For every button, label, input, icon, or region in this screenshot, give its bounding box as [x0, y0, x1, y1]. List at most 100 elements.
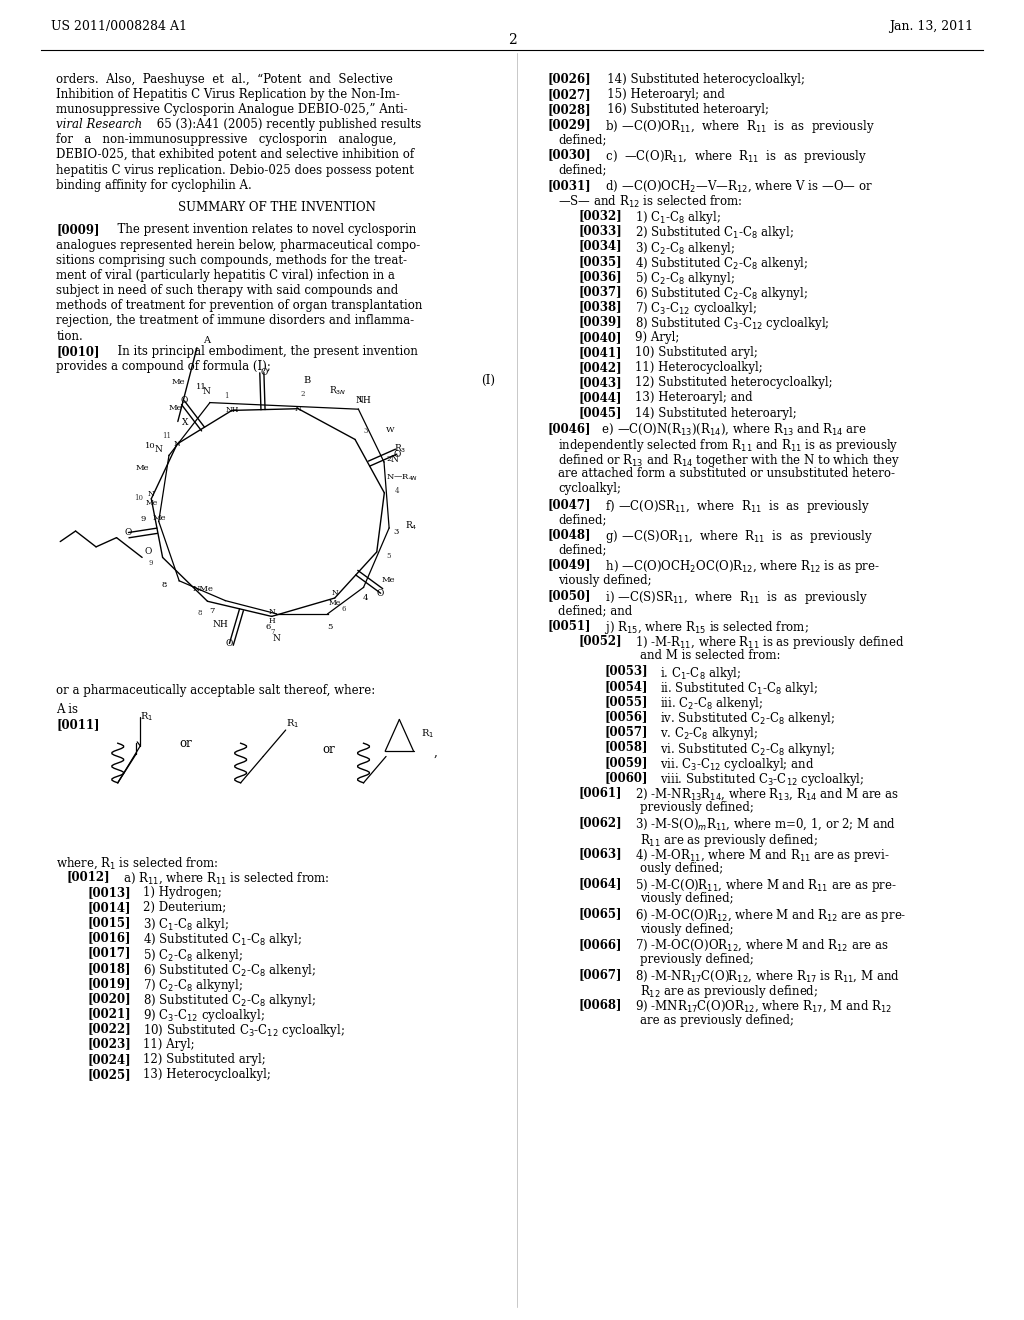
Text: 10: 10: [134, 494, 143, 502]
Text: 10: 10: [145, 442, 156, 450]
Text: 2: 2: [386, 455, 392, 463]
Text: binding affinity for cyclophilin A.: binding affinity for cyclophilin A.: [56, 178, 252, 191]
Text: 5: 5: [327, 623, 333, 631]
Text: vii. C$_3$-C$_{12}$ cycloalkyl; and: vii. C$_3$-C$_{12}$ cycloalkyl; and: [660, 755, 815, 772]
Text: 5) -M-C(O)R$_{11}$, where M and R$_{11}$ are as pre-: 5) -M-C(O)R$_{11}$, where M and R$_{11}$…: [635, 876, 897, 894]
Text: SUMMARY OF THE INVENTION: SUMMARY OF THE INVENTION: [177, 201, 376, 214]
Text: Me: Me: [382, 576, 395, 583]
Text: O: O: [144, 546, 152, 556]
Text: [0014]: [0014]: [87, 902, 130, 913]
Text: 5: 5: [386, 552, 391, 561]
Text: NMe: NMe: [193, 586, 213, 594]
Text: 4) -M-OR$_{11}$, where M and R$_{11}$ are as previ-: 4) -M-OR$_{11}$, where M and R$_{11}$ ar…: [635, 846, 890, 863]
Text: or: or: [179, 737, 191, 750]
Text: [0015]: [0015]: [87, 916, 130, 929]
Text: [0026]: [0026]: [548, 73, 592, 86]
Text: [0010]: [0010]: [56, 345, 99, 358]
Text: viral Research: viral Research: [56, 117, 142, 131]
Text: N
Me: N Me: [329, 590, 341, 607]
Text: 2) -M-NR$_{13}$R$_{14}$, where R$_{13}$, R$_{14}$ and M are as: 2) -M-NR$_{13}$R$_{14}$, where R$_{13}$,…: [635, 785, 899, 801]
Text: 3) C$_1$-C$_8$ alkyl;: 3) C$_1$-C$_8$ alkyl;: [143, 916, 229, 933]
Text: 3: 3: [364, 426, 368, 434]
Text: orders.  Also,  Paeshuyse  et  al.,  “Potent  and  Selective: orders. Also, Paeshuyse et al., “Potent …: [56, 73, 393, 86]
Text: 12) Substituted aryl;: 12) Substituted aryl;: [143, 1053, 266, 1065]
Text: d) —C(O)OCH$_2$—V—R$_{12}$, where V is —O— or: d) —C(O)OCH$_2$—V—R$_{12}$, where V is —…: [598, 178, 872, 194]
Text: 14) Substituted heteroaryl;: 14) Substituted heteroaryl;: [635, 407, 797, 420]
Text: vi. Substituted C$_2$-C$_8$ alkynyl;: vi. Substituted C$_2$-C$_8$ alkynyl;: [660, 741, 836, 758]
Text: 2) Deuterium;: 2) Deuterium;: [143, 902, 226, 913]
Text: [0065]: [0065]: [579, 907, 622, 920]
Text: [0046]: [0046]: [548, 421, 591, 434]
Text: and M is selected from:: and M is selected from:: [640, 649, 780, 663]
Text: 14) Substituted heterocycloalkyl;: 14) Substituted heterocycloalkyl;: [596, 73, 805, 86]
Text: A is: A is: [56, 702, 78, 715]
Text: [0054]: [0054]: [604, 680, 647, 693]
Text: NH: NH: [225, 407, 239, 414]
Text: W: W: [386, 426, 394, 434]
Text: 8: 8: [161, 581, 167, 589]
Text: viii. Substituted C$_3$-C$_{12}$ cycloalkyl;: viii. Substituted C$_3$-C$_{12}$ cycloal…: [660, 771, 864, 788]
Text: 6: 6: [265, 623, 271, 631]
Text: A: A: [203, 335, 210, 345]
Text: methods of treatment for prevention of organ transplantation: methods of treatment for prevention of o…: [56, 300, 423, 313]
Text: 8: 8: [198, 610, 202, 618]
Text: tion.: tion.: [56, 330, 83, 343]
Text: [0062]: [0062]: [579, 816, 623, 829]
Text: [0042]: [0042]: [579, 360, 623, 374]
Text: [0050]: [0050]: [548, 589, 591, 602]
Text: O: O: [180, 396, 188, 405]
Text: h) —C(O)OCH$_2$OC(O)R$_{12}$, where R$_{12}$ is as pre-: h) —C(O)OCH$_2$OC(O)R$_{12}$, where R$_{…: [598, 558, 880, 576]
Text: R$_1$: R$_1$: [421, 727, 434, 741]
Text: rejection, the treatment of immune disorders and inflamma-: rejection, the treatment of immune disor…: [56, 314, 415, 327]
Text: N: N: [155, 445, 163, 454]
Text: [0051]: [0051]: [548, 619, 591, 632]
Text: 9) Aryl;: 9) Aryl;: [635, 330, 679, 343]
Text: In its principal embodiment, the present invention: In its principal embodiment, the present…: [110, 345, 418, 358]
Text: [0024]: [0024]: [87, 1053, 131, 1065]
Text: [0025]: [0025]: [87, 1068, 131, 1081]
Text: f) —C(O)SR$_{11}$,  where  R$_{11}$  is  as  previously: f) —C(O)SR$_{11}$, where R$_{11}$ is as …: [598, 498, 869, 515]
Text: [0011]: [0011]: [56, 718, 99, 731]
Text: viously defined;: viously defined;: [640, 923, 733, 936]
Text: iv. Substituted C$_2$-C$_8$ alkenyl;: iv. Substituted C$_2$-C$_8$ alkenyl;: [660, 710, 836, 727]
Text: 3: 3: [393, 528, 399, 536]
Text: 1: 1: [357, 396, 364, 404]
Text: 13) Heterocycloalkyl;: 13) Heterocycloalkyl;: [143, 1068, 271, 1081]
Text: N: N: [203, 387, 211, 396]
Text: [0063]: [0063]: [579, 846, 623, 859]
Text: c)  —C(O)R$_{11}$,  where  R$_{11}$  is  as  previously: c) —C(O)R$_{11}$, where R$_{11}$ is as p…: [598, 148, 867, 165]
Text: 1: 1: [224, 392, 229, 400]
Text: [0034]: [0034]: [579, 239, 623, 252]
Text: [0019]: [0019]: [87, 977, 130, 990]
Text: munosuppressive Cyclosporin Analogue DEBIO-025,” Anti-: munosuppressive Cyclosporin Analogue DEB…: [56, 103, 408, 116]
Text: N: N: [174, 440, 180, 447]
Text: [0067]: [0067]: [579, 968, 622, 981]
Text: v. C$_2$-C$_8$ alkynyl;: v. C$_2$-C$_8$ alkynyl;: [660, 725, 759, 742]
Text: [0009]: [0009]: [56, 223, 99, 236]
Text: [0059]: [0059]: [604, 755, 647, 768]
Text: [0041]: [0041]: [579, 346, 622, 359]
Text: R$_3$: R$_3$: [394, 442, 407, 454]
Text: [0043]: [0043]: [579, 376, 623, 389]
Text: N
Me: N Me: [145, 490, 158, 507]
Text: 11) Aryl;: 11) Aryl;: [143, 1038, 195, 1051]
Text: N: N: [295, 405, 302, 413]
Text: 3) -M-S(O)$_m$R$_{11}$, where m=0, 1, or 2; M and: 3) -M-S(O)$_m$R$_{11}$, where m=0, 1, or…: [635, 816, 896, 832]
Text: defined;: defined;: [558, 133, 606, 147]
Text: where, R$_1$ is selected from:: where, R$_1$ is selected from:: [56, 855, 219, 871]
Text: viously defined;: viously defined;: [558, 573, 651, 586]
Text: [0017]: [0017]: [87, 946, 130, 960]
Text: Me: Me: [169, 404, 182, 412]
Text: j) R$_{15}$, where R$_{15}$ is selected from;: j) R$_{15}$, where R$_{15}$ is selected …: [598, 619, 809, 636]
Text: defined;: defined;: [558, 164, 606, 177]
Text: i. C$_1$-C$_8$ alkyl;: i. C$_1$-C$_8$ alkyl;: [660, 664, 741, 681]
Text: previously defined;: previously defined;: [640, 801, 754, 814]
Text: [0053]: [0053]: [604, 664, 648, 677]
Text: [0048]: [0048]: [548, 528, 591, 541]
Text: 8) Substituted C$_2$-C$_8$ alkynyl;: 8) Substituted C$_2$-C$_8$ alkynyl;: [143, 993, 316, 1008]
Text: ,: ,: [433, 746, 437, 759]
Text: 10) Substituted aryl;: 10) Substituted aryl;: [635, 346, 758, 359]
Text: [0033]: [0033]: [579, 224, 623, 238]
Text: 16) Substituted heteroaryl;: 16) Substituted heteroaryl;: [596, 103, 769, 116]
Text: 7: 7: [209, 607, 215, 615]
